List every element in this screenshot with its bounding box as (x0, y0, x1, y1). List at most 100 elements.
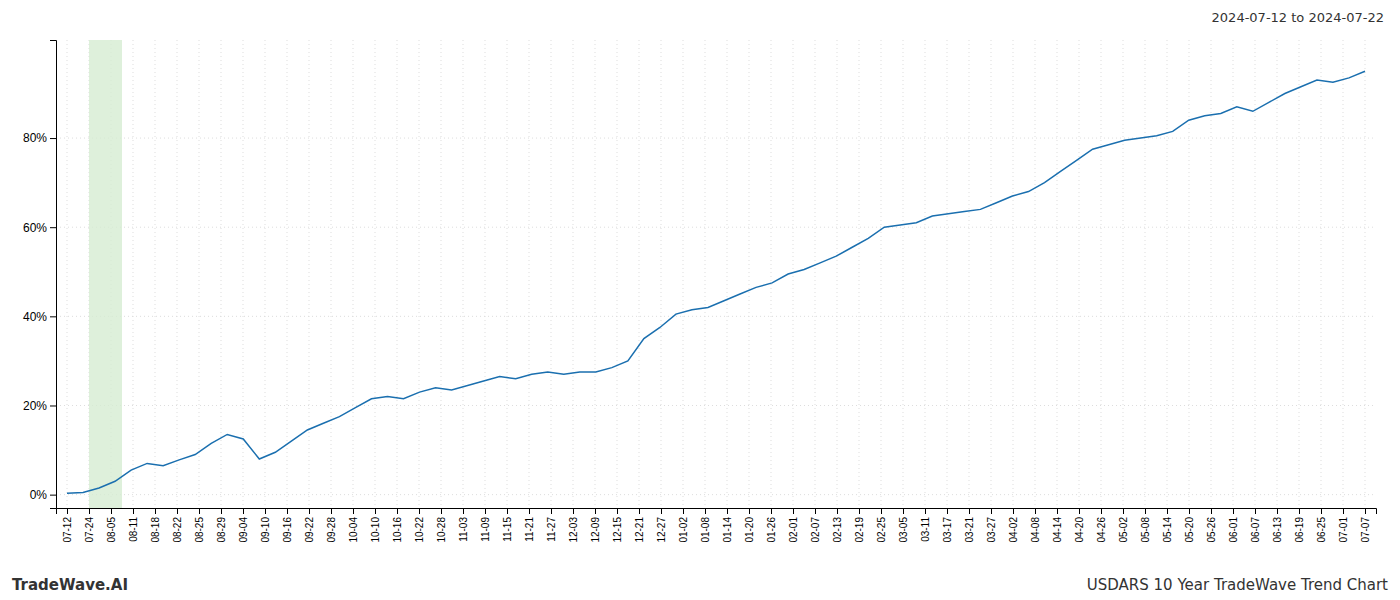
grid-line (683, 40, 684, 508)
y-tick: 40% (23, 310, 56, 324)
x-tick-mark (1189, 508, 1190, 514)
x-tick-label: 12-21 (634, 517, 645, 543)
y-tick-label: 40% (23, 310, 47, 324)
x-tick: 09-28 (326, 508, 337, 543)
grid-line (1343, 40, 1344, 508)
grid-line (947, 40, 948, 508)
y-tick-mark (50, 227, 56, 228)
grid-line (1057, 40, 1058, 508)
grid-line (1123, 40, 1124, 508)
grid-line (56, 316, 1376, 317)
x-tick-mark (859, 508, 860, 514)
x-tick: 02-01 (788, 508, 799, 543)
x-tick-label: 03-21 (964, 517, 975, 543)
chart: 07-1207-2408-0508-1108-1808-2208-2508-29… (0, 0, 1400, 600)
grid-line (419, 40, 420, 508)
grid-line (56, 227, 1376, 228)
x-tick: 10-10 (370, 508, 381, 543)
x-tick-label: 03-11 (920, 517, 931, 542)
x-tick-label: 01-08 (700, 517, 711, 543)
x-tick-label: 11-21 (524, 517, 535, 542)
x-tick-label: 05-08 (1140, 517, 1151, 543)
x-tick-label: 08-22 (172, 517, 183, 543)
x-tick: 06-19 (1294, 508, 1305, 543)
x-tick-label: 01-14 (722, 517, 733, 543)
x-tick-mark (661, 508, 662, 514)
x-tick: 10-28 (436, 508, 447, 543)
x-tick-label: 01-02 (678, 517, 689, 543)
y-axis-line (50, 41, 57, 509)
x-tick: 09-10 (260, 508, 271, 543)
x-tick-mark (485, 508, 486, 514)
grid-line (1079, 40, 1080, 508)
x-tick-label: 11-03 (458, 517, 469, 542)
x-tick: 11-09 (480, 508, 491, 542)
x-tick-mark (617, 508, 618, 514)
grid-line (837, 40, 838, 508)
x-tick-mark (639, 508, 640, 514)
grid-line (331, 40, 332, 508)
x-tick: 05-08 (1140, 508, 1151, 543)
title: USDARS 10 Year TradeWave Trend Chart (1087, 576, 1388, 594)
x-tick-mark (287, 508, 288, 514)
x-tick-mark (903, 508, 904, 514)
grid-line (881, 40, 882, 508)
x-tick-label: 06-25 (1316, 517, 1327, 543)
x-tick-mark (243, 508, 244, 514)
x-tick-label: 03-17 (942, 517, 953, 543)
grid-line (177, 40, 178, 508)
x-tick: 05-20 (1184, 508, 1195, 543)
x-tick-label: 09-16 (282, 517, 293, 543)
x-tick-mark (1365, 508, 1366, 514)
x-tick-mark (507, 508, 508, 514)
grid-line (133, 40, 134, 508)
x-tick-mark (1079, 508, 1080, 514)
grid-line (485, 40, 486, 508)
x-tick-label: 07-07 (1360, 517, 1371, 543)
x-tick: 06-01 (1228, 508, 1239, 543)
x-tick: 03-17 (942, 508, 953, 543)
x-tick: 04-14 (1052, 508, 1063, 543)
x-tick: 07-07 (1360, 508, 1371, 543)
x-tick-label: 10-04 (348, 517, 359, 543)
x-tick: 12-27 (656, 508, 667, 543)
x-tick: 10-04 (348, 508, 359, 543)
x-tick-label: 09-04 (238, 517, 249, 543)
x-tick-mark (375, 508, 376, 514)
x-tick: 01-02 (678, 508, 689, 543)
x-tick-mark (111, 508, 112, 514)
x-tick-mark (1233, 508, 1234, 514)
x-tick-mark (705, 508, 706, 514)
x-tick-mark (925, 508, 926, 514)
x-tick: 06-13 (1272, 508, 1283, 543)
x-tick-mark (331, 508, 332, 514)
y-tick-label: 60% (23, 221, 47, 235)
x-tick-mark (309, 508, 310, 514)
x-tick: 01-14 (722, 508, 733, 543)
x-tick: 04-02 (1008, 508, 1019, 543)
y-tick: 20% (23, 399, 56, 413)
x-tick-mark (969, 508, 970, 514)
x-tick-mark (595, 508, 596, 514)
grid-line (749, 40, 750, 508)
x-tick-mark (397, 508, 398, 514)
x-tick-label: 06-13 (1272, 517, 1283, 543)
x-tick: 05-26 (1206, 508, 1217, 543)
x-tick-mark (1167, 508, 1168, 514)
y-tick: 60% (23, 221, 56, 235)
x-tick-mark (573, 508, 574, 514)
x-tick-mark (1343, 508, 1344, 514)
x-tick-label: 05-20 (1184, 517, 1195, 543)
x-tick-label: 09-10 (260, 517, 271, 543)
grid-line (441, 40, 442, 508)
x-tick: 04-08 (1030, 508, 1041, 543)
y-tick-mark (50, 138, 56, 139)
x-tick: 01-20 (744, 508, 755, 543)
grid-line (925, 40, 926, 508)
grid-line (353, 40, 354, 508)
x-tick-mark (1321, 508, 1322, 514)
grid-line (56, 138, 1376, 139)
x-tick: 04-20 (1074, 508, 1085, 543)
x-tick: 12-03 (568, 508, 579, 543)
grid-line (551, 40, 552, 508)
